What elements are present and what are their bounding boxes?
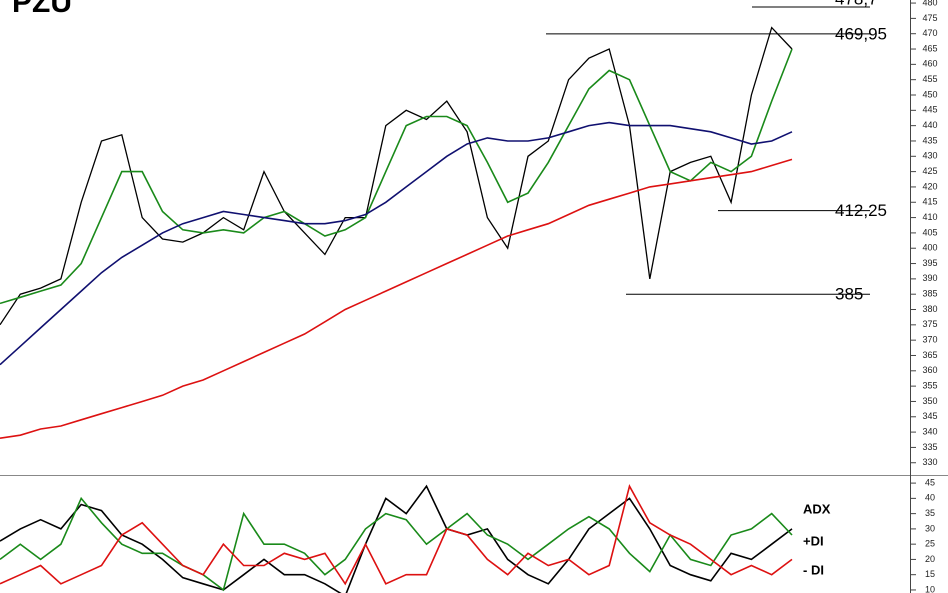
y-tick-label: 465 [922, 43, 937, 53]
level-label: 412,25 [835, 201, 887, 220]
y-tick-label: 400 [922, 243, 937, 253]
y-tick-label: 355 [922, 381, 937, 391]
y-tick-label: 415 [922, 197, 937, 207]
series-line [0, 484, 793, 586]
y-tick-label: 25 [925, 539, 935, 549]
level-label: 478,7 [835, 0, 878, 9]
series-line [0, 121, 793, 366]
series-line [0, 26, 793, 326]
y-tick-label: 10 [925, 584, 935, 593]
series-line [0, 158, 793, 439]
y-tick-label: 455 [922, 74, 937, 84]
series-line [0, 496, 793, 592]
y-tick-label: 365 [922, 350, 937, 360]
legend-label: ADX [803, 501, 831, 516]
y-tick-label: 35 [925, 508, 935, 518]
chart-title: PZU [12, 0, 72, 19]
plot-area [0, 26, 793, 439]
y-tick-label: 410 [922, 212, 937, 222]
y-tick-label: 15 [925, 569, 935, 579]
plot-area [0, 484, 793, 593]
series-line [0, 484, 793, 593]
y-tick-label: 445 [922, 105, 937, 115]
y-tick-label: 340 [922, 426, 937, 436]
y-tick-label: 420 [922, 181, 937, 191]
y-tick-label: 440 [922, 120, 937, 130]
y-tick-label: 370 [922, 335, 937, 345]
y-tick-label: 330 [922, 457, 937, 467]
y-tick-label: 375 [922, 319, 937, 329]
y-tick-label: 425 [922, 166, 937, 176]
y-tick-label: 335 [922, 442, 937, 452]
y-tick-label: 475 [922, 13, 937, 23]
y-tick-label: 380 [922, 304, 937, 314]
level-label: 469,95 [835, 24, 887, 43]
y-tick-label: 30 [925, 523, 935, 533]
y-tick-label: 40 [925, 493, 935, 503]
series-line [0, 48, 793, 305]
y-tick-label: 390 [922, 273, 937, 283]
y-tick-label: 360 [922, 365, 937, 375]
y-tick-label: 385 [922, 289, 937, 299]
legend-label: - DI [803, 562, 824, 577]
y-tick-label: 480 [922, 0, 937, 7]
y-tick-label: 350 [922, 396, 937, 406]
y-tick-label: 450 [922, 89, 937, 99]
y-tick-label: 345 [922, 411, 937, 421]
y-tick-label: 430 [922, 151, 937, 161]
level-label: 385 [835, 285, 863, 304]
y-tick-label: 395 [922, 258, 937, 268]
legend-label: +DI [803, 533, 824, 548]
y-tick-label: 405 [922, 227, 937, 237]
y-tick-label: 45 [925, 477, 935, 487]
y-tick-label: 470 [922, 28, 937, 38]
y-tick-label: 460 [922, 59, 937, 69]
y-tick-label: 435 [922, 135, 937, 145]
y-tick-label: 20 [925, 554, 935, 564]
